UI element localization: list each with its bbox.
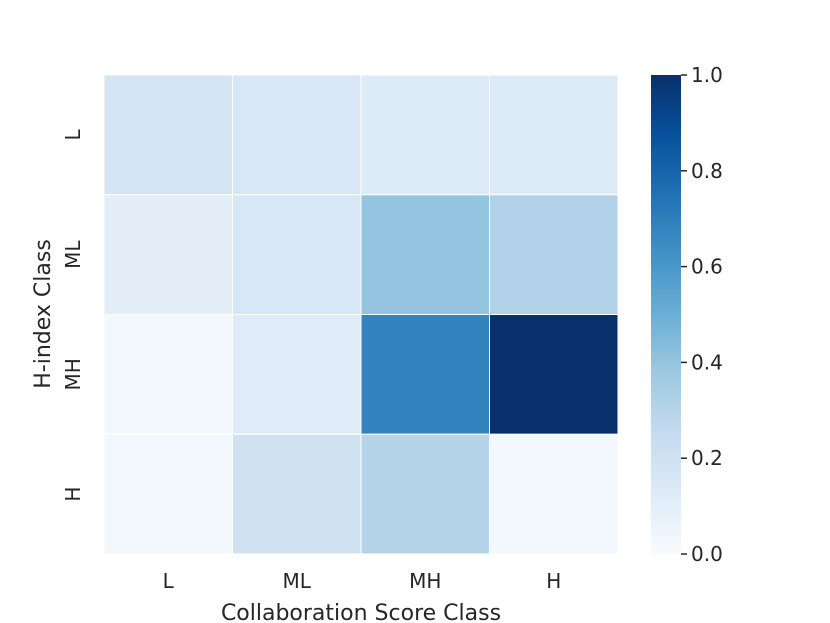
heatmap-cell-l-mh bbox=[360, 74, 490, 196]
y-tick-label: ML bbox=[61, 240, 85, 269]
heatmap-cell-mh-h bbox=[489, 314, 619, 435]
colorbar-tick-label: 0.2 bbox=[691, 446, 723, 470]
heatmap-cell-l-h bbox=[489, 74, 619, 196]
heatmap-cell-l-ml bbox=[232, 74, 362, 196]
heatmap-cell-h-ml bbox=[232, 433, 362, 555]
heatmap-cell-h-l bbox=[103, 433, 233, 555]
heatmap-cell-ml-l bbox=[103, 194, 233, 315]
heatmap-cell-mh-ml bbox=[232, 314, 362, 435]
heatmap-cell-l-l bbox=[103, 74, 233, 196]
heatmap-cell-ml-ml bbox=[232, 194, 362, 315]
heatmap-cell-mh-l bbox=[103, 314, 233, 435]
y-tick-label: H bbox=[61, 487, 85, 502]
y-axis-label: H-index Class bbox=[31, 239, 56, 389]
heatmap-cell-ml-h bbox=[489, 194, 619, 315]
x-tick-label: L bbox=[163, 569, 175, 593]
colorbar-tick-label: 0.0 bbox=[691, 542, 723, 566]
heatmap-cell-mh-mh bbox=[360, 314, 490, 435]
x-axis-label: Collaboration Score Class bbox=[221, 601, 501, 623]
heatmap-cell-h-h bbox=[489, 433, 619, 555]
y-tick-labels: L ML MH H bbox=[61, 128, 85, 501]
x-tick-label: H bbox=[546, 569, 561, 593]
colorbar-ticks: 0.0 0.2 0.4 0.6 0.8 1.0 bbox=[681, 63, 723, 566]
colorbar-tick-label: 1.0 bbox=[691, 63, 723, 87]
y-tick-label: MH bbox=[61, 358, 85, 390]
heatmap-cell-h-mh bbox=[360, 433, 490, 555]
x-tick-labels: L ML MH H bbox=[163, 569, 562, 593]
x-tick-label: ML bbox=[283, 569, 312, 593]
colorbar-tick-label: 0.4 bbox=[691, 350, 723, 374]
heatmap-cell-ml-mh bbox=[360, 194, 490, 315]
heatmap-cells bbox=[103, 74, 619, 555]
y-tick-label: L bbox=[61, 128, 85, 140]
x-tick-label: MH bbox=[409, 569, 441, 593]
colorbar-tick-label: 0.8 bbox=[691, 159, 723, 183]
colorbar bbox=[651, 75, 681, 554]
colorbar-tick-label: 0.6 bbox=[691, 255, 723, 279]
